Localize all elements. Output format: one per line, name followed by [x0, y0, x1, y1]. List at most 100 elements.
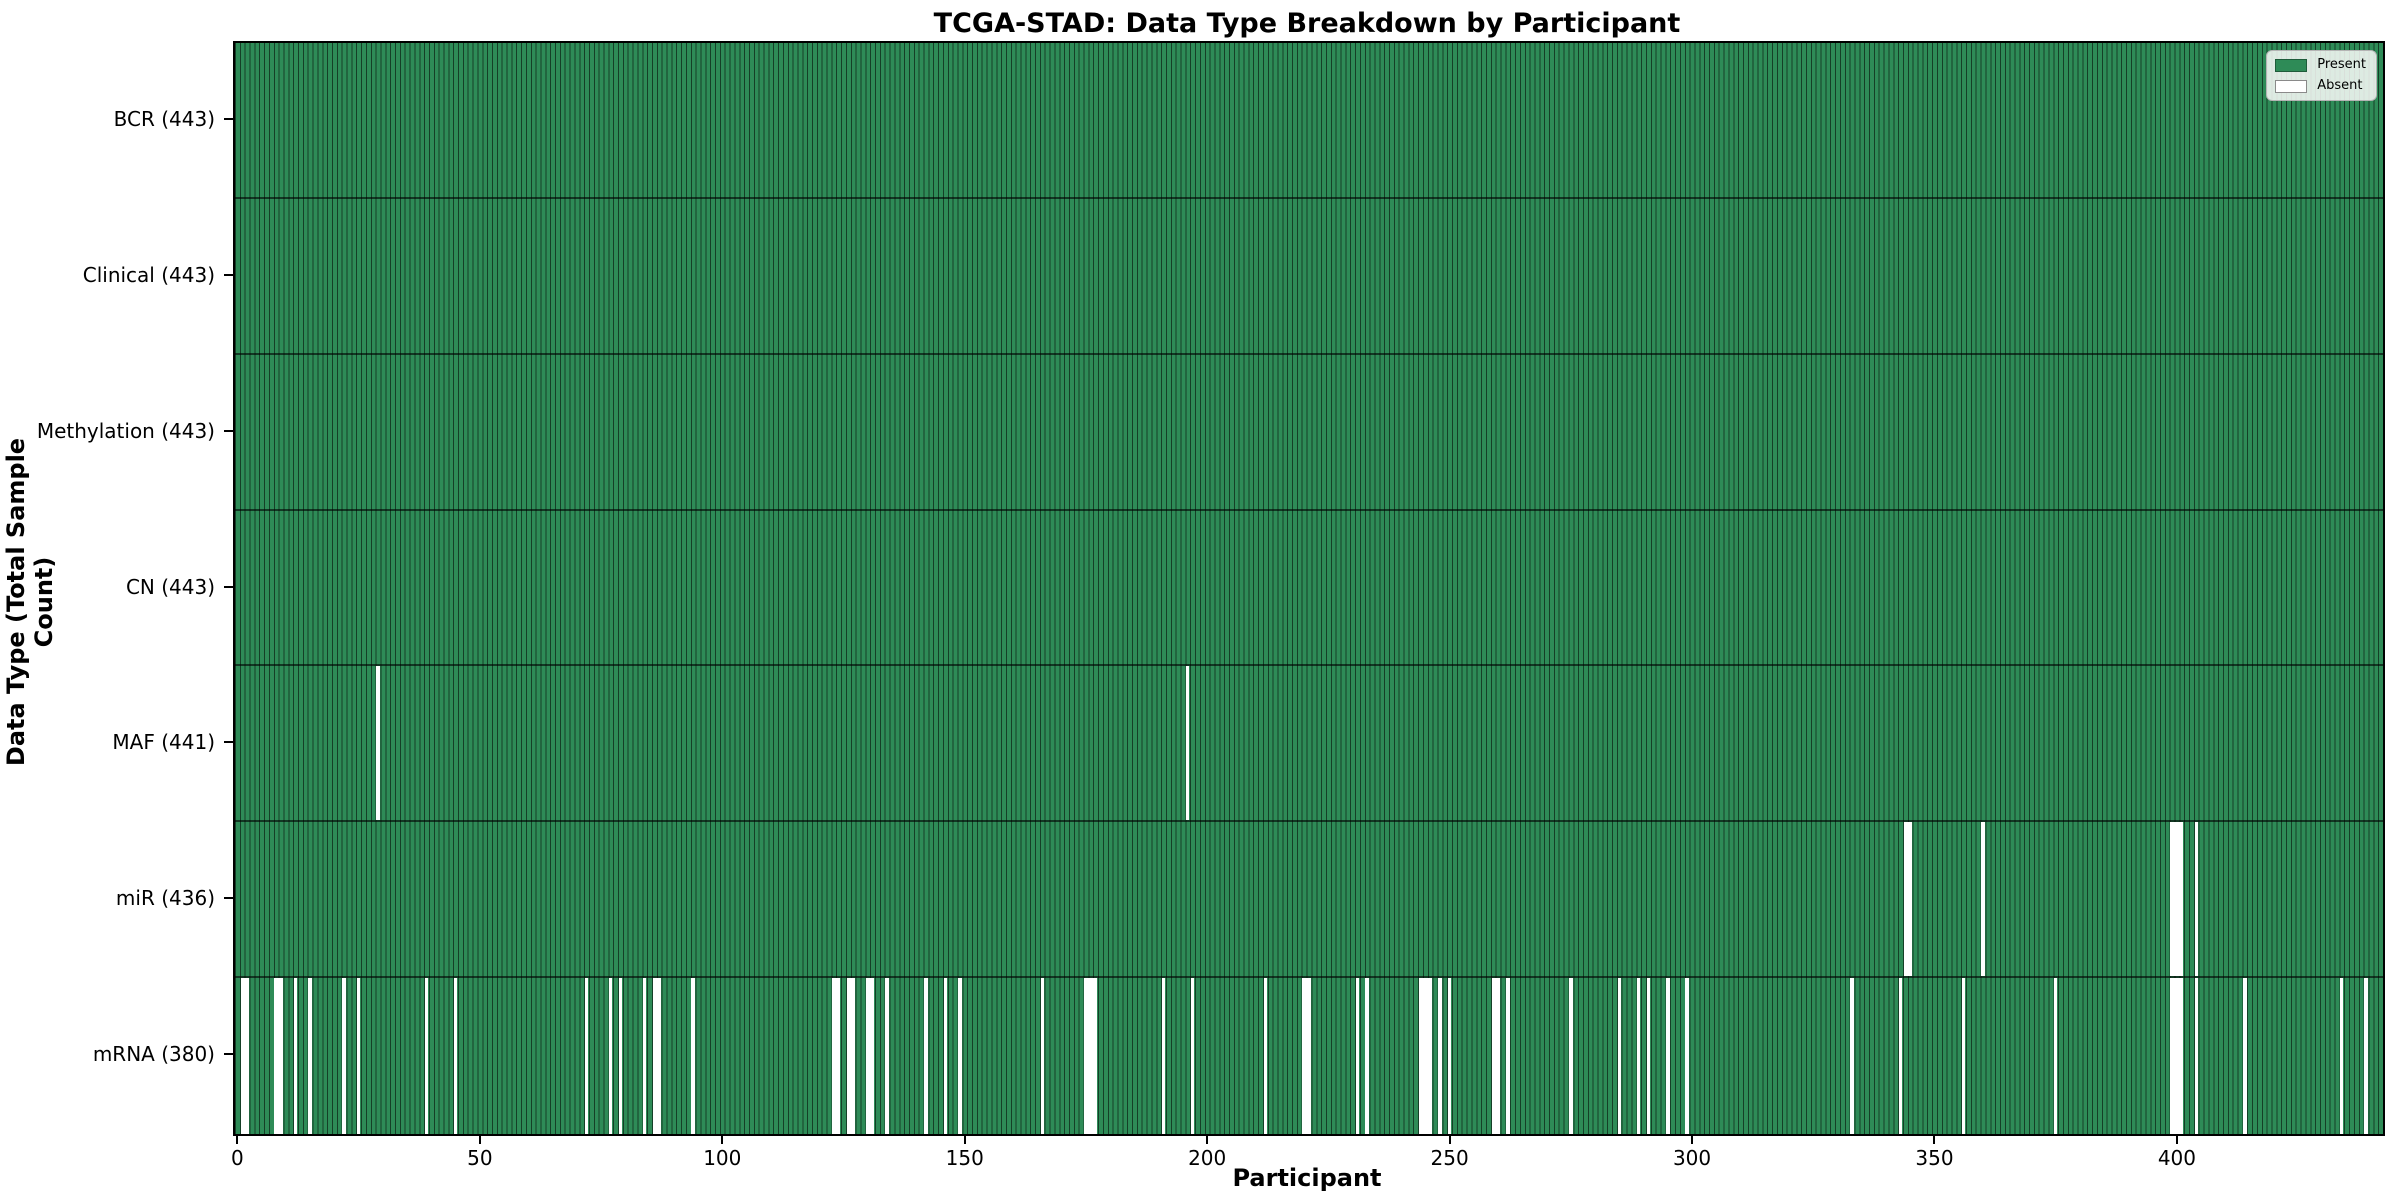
absent-gap-mRNA-134 — [885, 978, 889, 1134]
legend-label-present: Present — [2317, 57, 2366, 72]
legend-label-absent: Absent — [2317, 78, 2363, 93]
row-Methylation — [235, 354, 2383, 511]
absent-gap-mRNA-79 — [618, 978, 623, 1134]
ytick-label-mRNA: mRNA (380) — [92, 1042, 215, 1067]
present-swatch-icon — [2275, 58, 2308, 72]
absent-gap-mRNA-220 — [1302, 978, 1311, 1134]
absent-gap-mRNA-333 — [1850, 978, 1854, 1134]
xtick-mark-400 — [2175, 1135, 2178, 1144]
absent-gap-mRNA-191 — [1161, 978, 1166, 1134]
absent-gap-mRNA-434 — [2340, 978, 2344, 1134]
absent-gap-mRNA-356 — [1961, 978, 1966, 1134]
absent-gap-mRNA-197 — [1190, 978, 1195, 1134]
absent-gap-mRNA-126 — [846, 978, 855, 1134]
xtick-label-250: 250 — [1430, 1146, 1469, 1170]
ytick-mark-BCR — [224, 117, 233, 120]
row-CN — [235, 510, 2383, 667]
ytick-mark-CN — [224, 585, 233, 588]
absent-gap-mRNA-212 — [1263, 978, 1268, 1134]
absent-gap-mRNA-404 — [2194, 978, 2199, 1134]
plot-area: Present Absent — [233, 41, 2385, 1136]
xtick-mark-200 — [1206, 1135, 1209, 1144]
xtick-mark-150 — [963, 1135, 966, 1144]
absent-gap-mRNA-123 — [832, 978, 841, 1134]
legend-entry-absent: Absent — [2275, 79, 2366, 93]
absent-gap-mRNA-166 — [1040, 978, 1045, 1134]
absent-gap-mRNA-72 — [584, 978, 589, 1134]
legend-entry-present: Present — [2275, 58, 2366, 72]
xtick-label-150: 150 — [945, 1146, 984, 1170]
xtick-mark-300 — [1691, 1135, 1694, 1144]
xtick-mark-100 — [721, 1135, 724, 1144]
ytick-label-Methylation: Methylation (443) — [36, 418, 215, 443]
absent-gap-mRNA-39 — [424, 978, 429, 1134]
xtick-label-50: 50 — [467, 1146, 493, 1170]
row-miR — [235, 822, 2383, 979]
absent-gap-mRNA-375 — [2053, 978, 2058, 1134]
absent-gap-mRNA-94 — [691, 978, 695, 1134]
absent-gap-mRNA-289 — [1636, 978, 1641, 1134]
absent-gap-mRNA-84 — [642, 978, 647, 1134]
absent-gap-miR-399 — [2170, 822, 2184, 977]
absent-gap-mRNA-15 — [308, 978, 312, 1134]
absent-gap-mRNA-291 — [1646, 978, 1651, 1134]
absent-gap-mRNA-1 — [240, 978, 249, 1134]
absent-gap-mRNA-22 — [342, 978, 346, 1134]
xtick-mark-250 — [1448, 1135, 1451, 1144]
absent-gap-mRNA-86 — [652, 978, 661, 1134]
absent-gap-mRNA-262 — [1506, 978, 1510, 1134]
absent-gap-mRNA-12 — [293, 978, 298, 1134]
xtick-mark-350 — [1933, 1135, 1936, 1144]
x-axis-label: Participant — [1232, 1164, 1382, 1192]
absent-gap-mRNA-231 — [1355, 978, 1360, 1134]
absent-gap-mRNA-149 — [958, 978, 962, 1134]
ytick-label-MAF: MAF (441) — [112, 730, 215, 755]
row-MAF — [235, 666, 2383, 823]
row-mRNA — [235, 978, 2383, 1134]
ytick-mark-MAF — [224, 741, 233, 744]
legend: Present Absent — [2266, 50, 2377, 101]
row-Clinical — [235, 198, 2383, 355]
xtick-label-400: 400 — [2157, 1146, 2197, 1170]
absent-gap-mRNA-146 — [943, 978, 948, 1134]
absent-gap-mRNA-439 — [2364, 978, 2368, 1134]
absent-swatch-icon — [2275, 79, 2308, 93]
xtick-mark-0 — [236, 1135, 239, 1144]
row-BCR — [235, 43, 2383, 199]
absent-gap-mRNA-285 — [1617, 978, 1622, 1134]
absent-gap-mRNA-259 — [1491, 978, 1500, 1134]
absent-gap-mRNA-142 — [924, 978, 928, 1134]
xtick-label-300: 300 — [1672, 1146, 1712, 1170]
xtick-label-100: 100 — [703, 1146, 742, 1170]
absent-gap-MAF-196 — [1186, 666, 1190, 821]
ytick-label-Clinical: Clinical (443) — [82, 262, 215, 287]
xtick-label-200: 200 — [1188, 1146, 1227, 1170]
absent-gap-mRNA-299 — [1685, 978, 1689, 1134]
xtick-mark-50 — [478, 1135, 481, 1144]
absent-gap-mRNA-130 — [866, 978, 875, 1134]
absent-gap-MAF-29 — [376, 666, 380, 821]
ytick-mark-Clinical — [224, 273, 233, 276]
ytick-label-BCR: BCR (443) — [113, 106, 215, 131]
absent-gap-mRNA-77 — [609, 978, 613, 1134]
absent-gap-mRNA-45 — [453, 978, 458, 1134]
chart-title: TCGA-STAD: Data Type Breakdown by Partic… — [933, 8, 1681, 39]
absent-gap-mRNA-250 — [1447, 978, 1452, 1134]
xtick-label-350: 350 — [1915, 1146, 1954, 1170]
ytick-mark-mRNA — [224, 1053, 233, 1056]
ytick-mark-miR — [224, 897, 233, 900]
absent-gap-miR-360 — [1981, 822, 1985, 977]
absent-gap-mRNA-175 — [1084, 978, 1098, 1134]
absent-gap-mRNA-414 — [2243, 978, 2247, 1134]
absent-gap-mRNA-25 — [356, 978, 361, 1134]
absent-gap-mRNA-244 — [1418, 978, 1432, 1134]
absent-gap-mRNA-275 — [1569, 978, 1573, 1134]
absent-gap-miR-344 — [1903, 822, 1912, 977]
absent-gap-mRNA-295 — [1666, 978, 1670, 1134]
absent-gap-miR-404 — [2194, 822, 2199, 977]
ytick-label-miR: miR (436) — [115, 886, 215, 911]
absent-gap-mRNA-8 — [274, 978, 283, 1134]
absent-gap-mRNA-248 — [1438, 978, 1442, 1134]
absent-gap-mRNA-399 — [2170, 978, 2184, 1134]
